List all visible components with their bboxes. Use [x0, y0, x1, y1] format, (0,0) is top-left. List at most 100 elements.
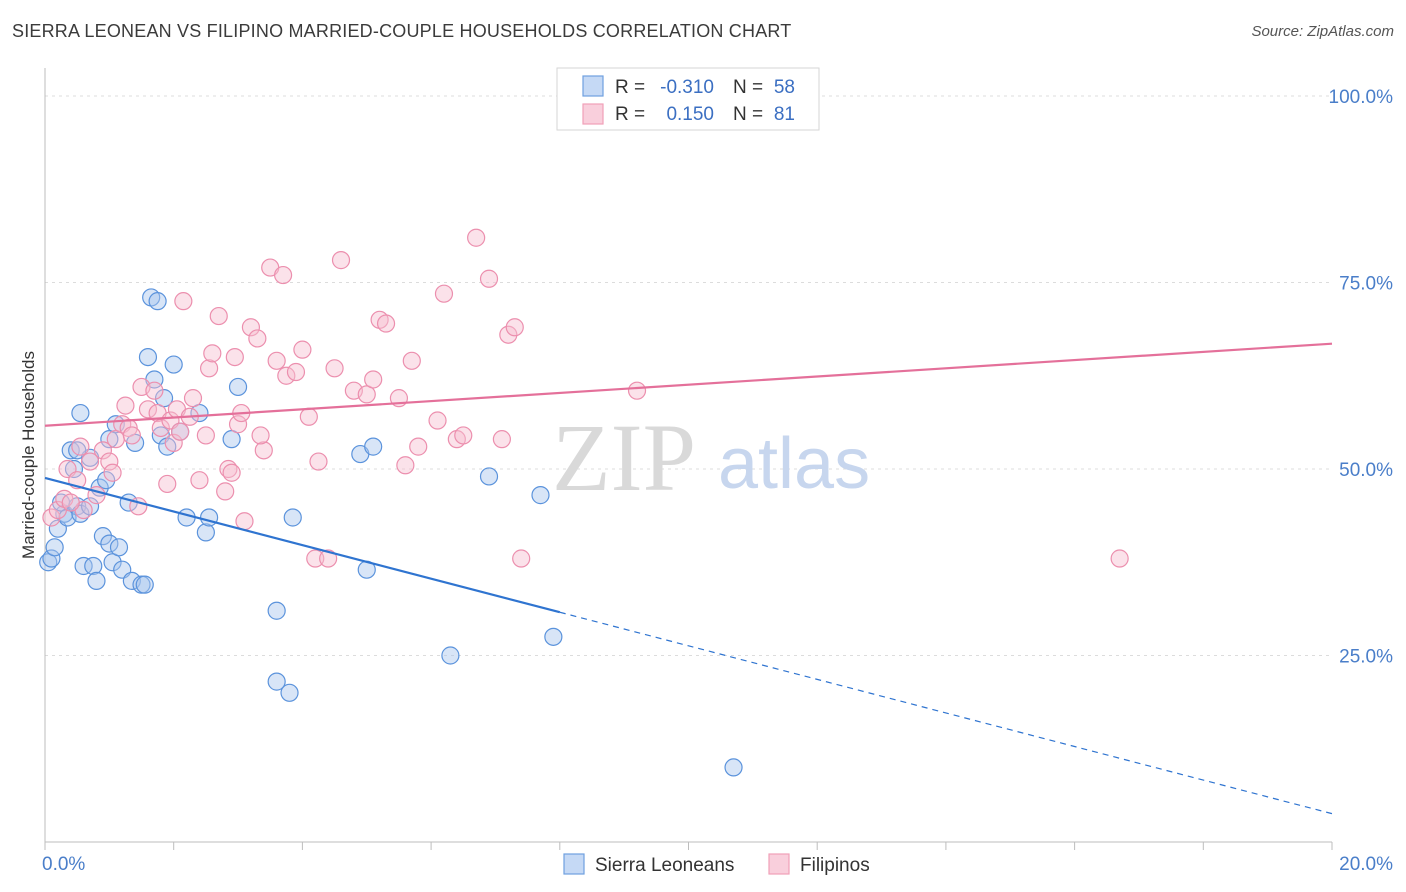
- sierra-point-14: [84, 556, 103, 576]
- series-legend-swatch-sierra: [563, 853, 585, 875]
- filipino-point-47: [286, 362, 306, 382]
- filipino-point-31: [203, 344, 222, 363]
- filipino-point-64: [428, 411, 447, 430]
- filipino-point-35: [222, 463, 241, 482]
- sierra-point-18: [93, 527, 113, 546]
- y-tick-label-0: 25.0%: [1339, 647, 1393, 668]
- filipino-point-68: [454, 426, 473, 445]
- filipino-point-44: [267, 351, 286, 370]
- filipino-point-32: [209, 306, 228, 326]
- filipino-point-52: [319, 549, 338, 568]
- y-tick-label-2: 75.0%: [1339, 274, 1393, 295]
- filipino-point-41: [248, 329, 267, 348]
- filipino-point-26: [174, 292, 193, 311]
- sierra-point-24: [109, 538, 129, 557]
- filipino-point-8: [93, 441, 113, 460]
- filipino-point-39: [235, 512, 254, 531]
- filipino-point-23: [164, 433, 183, 452]
- sierra-point-7: [61, 441, 80, 460]
- filipino-point-50: [306, 549, 325, 568]
- filipino-point-15: [122, 426, 141, 445]
- trend-lines: [44, 342, 1333, 815]
- filipino-point-5: [71, 437, 90, 456]
- stats-legend: R = -0.310 N = 58 R = 0.150 N = 81: [556, 67, 820, 131]
- filipino-point-10: [103, 463, 122, 482]
- sierra-point-50: [283, 508, 302, 527]
- sierra-point-19: [97, 471, 116, 490]
- filipino-point-57: [364, 370, 383, 389]
- filipino-point-46: [277, 366, 296, 385]
- filipino-point-61: [396, 456, 415, 475]
- sierra-point-52: [364, 437, 383, 456]
- filipino-point-67: [467, 228, 486, 247]
- filipino-point-27: [183, 389, 203, 408]
- sierra-point-1: [42, 549, 61, 568]
- sierra-point-42: [196, 523, 215, 542]
- filipino-point-40: [241, 318, 261, 337]
- filipino-point-28: [190, 471, 209, 490]
- filipino-point-70: [499, 325, 518, 344]
- filipino-point-59: [376, 314, 396, 333]
- filipino-point-80: [251, 426, 270, 445]
- sierra-point-45: [228, 377, 248, 397]
- sierra-point-48: [267, 672, 286, 691]
- x-tick-label-min: 0.0%: [42, 854, 85, 875]
- filipino-point-72: [492, 430, 511, 449]
- filipino-point-76: [61, 493, 80, 512]
- filipino-point-42: [254, 441, 273, 460]
- chart-title: SIERRA LEONEAN VS FILIPINO MARRIED-COUPL…: [12, 21, 792, 41]
- filipino-point-7: [80, 452, 100, 471]
- filipino-point-54: [331, 251, 351, 270]
- legend-r-value-filipino: 0.150: [666, 104, 714, 125]
- sierra-point-20: [100, 534, 119, 553]
- filipino-point-69: [479, 269, 499, 288]
- sierra-leoneans-points: [39, 288, 743, 777]
- filipino-point-51: [309, 452, 328, 471]
- filipino-point-9: [100, 452, 119, 471]
- filipino-point-18: [145, 381, 164, 400]
- filipino-point-25: [171, 422, 190, 441]
- filipino-point-37: [228, 415, 248, 434]
- y-tick-label-3: 100.0%: [1329, 87, 1394, 108]
- x-tick-label-max: 20.0%: [1339, 854, 1393, 875]
- filipinos-points: [42, 228, 1129, 568]
- filipino-point-45: [273, 265, 293, 285]
- filipino-point-63: [409, 437, 428, 456]
- filipino-point-29: [196, 426, 215, 445]
- filipino-point-36: [225, 348, 244, 367]
- filipino-point-17: [138, 400, 158, 419]
- series-legend-swatch-filipino: [768, 853, 790, 875]
- sierra-point-56: [531, 486, 550, 505]
- filipino-point-0: [42, 508, 61, 527]
- y-tick-labels: 25.0% 50.0% 75.0% 100.0%: [1329, 87, 1394, 668]
- filipino-point-74: [627, 381, 647, 400]
- series-legend-label-sierra: Sierra Leoneans: [595, 855, 734, 876]
- filipino-point-20: [151, 418, 170, 438]
- series-legend-label-filipino: Filipinos: [800, 855, 870, 876]
- sierra-point-57: [544, 627, 563, 646]
- watermark-atlas: atlas: [718, 424, 870, 504]
- filipino-trend-line: [44, 342, 1333, 427]
- sierra-point-32: [138, 348, 158, 367]
- legend-swatch-filipino: [582, 103, 604, 125]
- filipino-point-65: [434, 284, 454, 303]
- legend-n-value-sierra: 58: [774, 77, 795, 98]
- filipino-point-49: [299, 407, 318, 426]
- source-label: Source: ZipAtlas.com: [1251, 23, 1394, 40]
- filipino-point-33: [216, 482, 235, 501]
- legend-n-label-filipino: N =: [733, 104, 763, 125]
- legend-r-value-sierra: -0.310: [660, 77, 714, 98]
- sierra-point-2: [45, 538, 64, 557]
- sierra-point-35: [148, 292, 167, 311]
- filipino-point-62: [402, 351, 421, 370]
- sierra-point-39: [164, 355, 183, 374]
- filipino-point-21: [158, 474, 177, 494]
- y-axis-label: Married-couple Households: [19, 351, 38, 559]
- sierra-point-58: [724, 758, 743, 777]
- filipino-point-71: [505, 318, 524, 337]
- sierra-point-54: [441, 646, 460, 665]
- filipino-point-48: [293, 340, 312, 359]
- grid-lines: [45, 95, 1332, 656]
- legend-r-label-filipino: R =: [615, 104, 645, 125]
